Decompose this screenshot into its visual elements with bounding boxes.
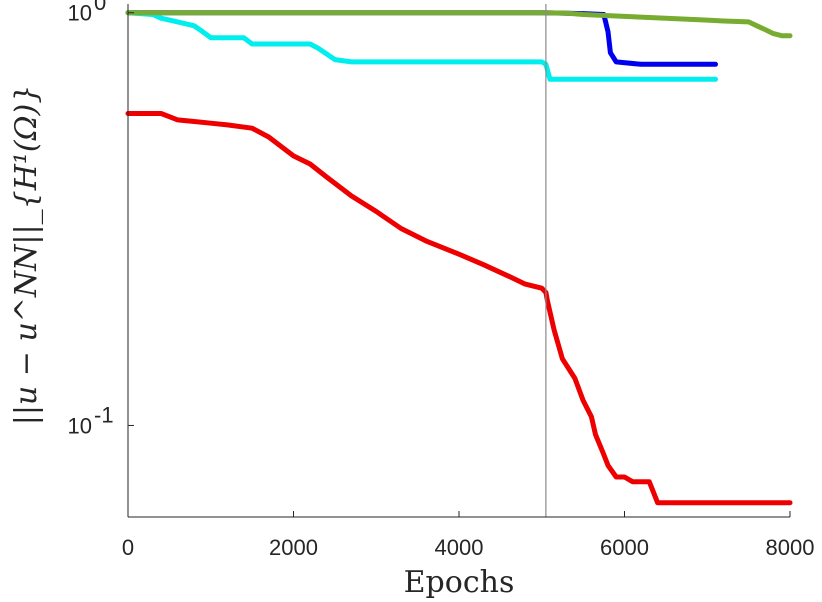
x-tick-label: 6000	[600, 535, 649, 560]
y-tick-label: 10	[68, 413, 92, 438]
svg-text:||u − u^NN||_{H¹(Ω)}: ||u − u^NN||_{H¹(Ω)}	[9, 85, 44, 426]
x-tick-label: 4000	[435, 535, 484, 560]
series-line-3	[125, 111, 793, 506]
x-tick-label: 8000	[766, 535, 815, 560]
x-ticks: 0 2000 4000 6000 8000	[122, 511, 815, 560]
series-line-2	[125, 10, 718, 82]
x-tick-label: 2000	[269, 535, 318, 560]
y-tick-exponent: 0	[94, 0, 106, 15]
x-tick-label: 0	[122, 535, 134, 560]
x-axis-label: Epochs	[404, 565, 515, 600]
plot-lines	[125, 10, 793, 506]
y-tick-exponent: -1	[94, 402, 114, 427]
series-line-4	[125, 10, 793, 39]
y-axis-label: ||u − u^NN||_{H¹(Ω)}	[9, 85, 44, 426]
y-tick-label: 10	[68, 1, 92, 26]
